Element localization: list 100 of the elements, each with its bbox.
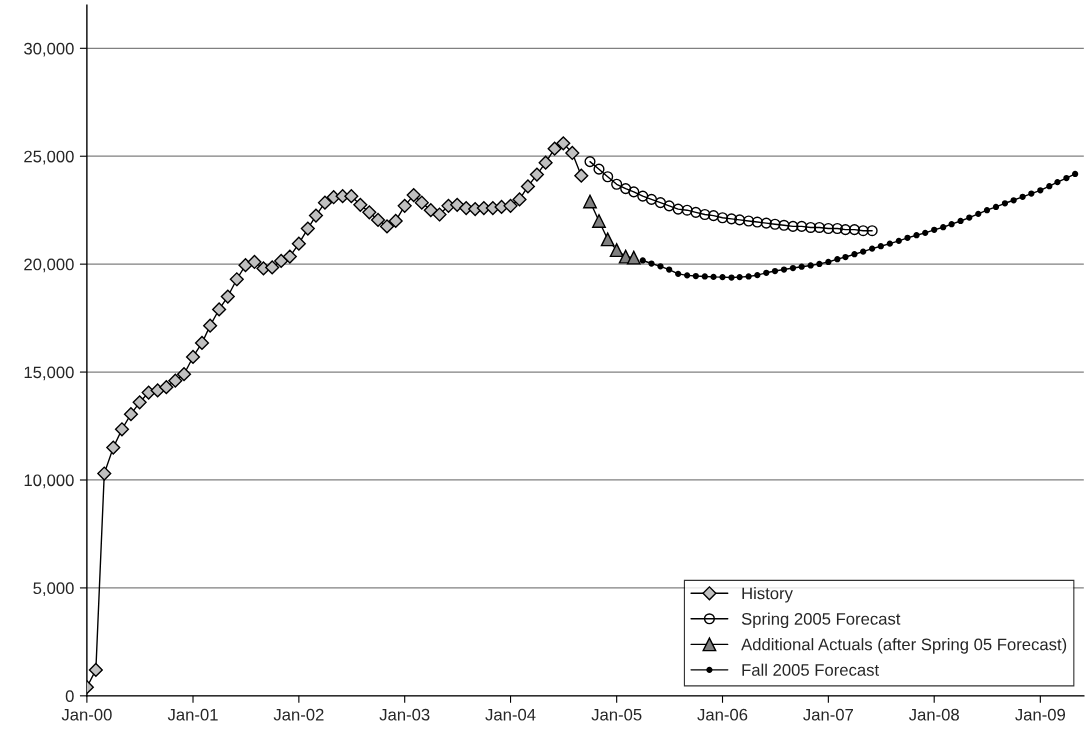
point [789, 264, 797, 272]
x-tick-label: Jan-09 [1015, 708, 1066, 721]
point [648, 260, 655, 267]
x-tick-label: Jan-03 [379, 708, 430, 721]
point [1054, 179, 1061, 186]
point [1010, 197, 1017, 204]
point [966, 214, 973, 221]
point [763, 269, 770, 276]
point [1019, 193, 1026, 200]
point [414, 195, 429, 210]
point [362, 205, 377, 220]
point [229, 272, 244, 287]
point [203, 318, 218, 333]
point [816, 260, 823, 268]
point [825, 258, 832, 266]
point [866, 225, 878, 237]
point [291, 236, 306, 251]
point [123, 407, 139, 422]
point [780, 266, 788, 273]
point [1063, 174, 1070, 182]
x-tick-label: Jan-05 [591, 708, 642, 721]
point [851, 251, 858, 258]
point [556, 136, 571, 151]
y-tick-label: 20,000 [24, 258, 74, 273]
point [745, 273, 752, 280]
point [602, 171, 614, 183]
y-tick-label: 15,000 [24, 366, 74, 381]
point [609, 243, 624, 258]
point [220, 289, 235, 304]
point [159, 380, 174, 395]
point [834, 256, 841, 263]
y-tick-label: 0 [65, 690, 74, 703]
point [957, 217, 964, 225]
point [106, 440, 121, 455]
point [547, 141, 562, 156]
point [760, 217, 772, 229]
point [948, 221, 955, 228]
point [675, 270, 682, 277]
point [857, 225, 869, 237]
point [503, 198, 518, 213]
point [353, 197, 368, 212]
point [432, 207, 447, 222]
point [628, 186, 640, 198]
point [842, 253, 849, 261]
point [839, 224, 852, 236]
point [754, 272, 761, 279]
point [716, 212, 729, 224]
point [657, 263, 664, 270]
point [807, 262, 814, 269]
x-tick-label: Jan-02 [273, 708, 324, 721]
point [690, 206, 702, 218]
point [813, 221, 825, 234]
point [538, 155, 553, 170]
point [565, 145, 580, 161]
point [132, 395, 147, 410]
point [877, 243, 884, 250]
point [344, 189, 359, 204]
legend-label: Spring 2005 Forecast [741, 612, 901, 629]
point [684, 272, 691, 279]
point [692, 272, 699, 280]
point [931, 226, 938, 233]
point [238, 258, 253, 273]
point [584, 156, 596, 168]
y-tick-label: 10,000 [24, 474, 74, 489]
point [681, 204, 693, 216]
point [300, 221, 315, 236]
point [904, 234, 911, 241]
point [388, 213, 403, 229]
point [778, 219, 790, 231]
legend-label: History [742, 587, 793, 603]
point [769, 218, 781, 230]
point [798, 263, 805, 270]
point [743, 215, 755, 227]
point [379, 219, 395, 234]
point [88, 662, 103, 678]
point [637, 190, 649, 202]
point [397, 198, 412, 213]
point [639, 257, 646, 264]
point [922, 229, 929, 236]
point [992, 203, 1000, 211]
point [707, 210, 720, 222]
point [185, 349, 201, 365]
y-tick-label: 25,000 [24, 150, 74, 165]
point [317, 195, 333, 210]
point [710, 273, 717, 281]
point [913, 232, 920, 239]
point [1072, 170, 1079, 178]
point [512, 192, 527, 207]
point [406, 188, 421, 203]
point [574, 168, 589, 183]
point [370, 212, 386, 227]
x-tick-label: Jan-08 [908, 708, 959, 721]
point [666, 266, 673, 273]
point [150, 383, 165, 398]
point [282, 249, 297, 264]
legend-label: Fall 2005 Forecast [742, 663, 879, 676]
point [725, 213, 738, 225]
point [593, 163, 605, 175]
point [611, 178, 623, 190]
point [620, 183, 632, 195]
